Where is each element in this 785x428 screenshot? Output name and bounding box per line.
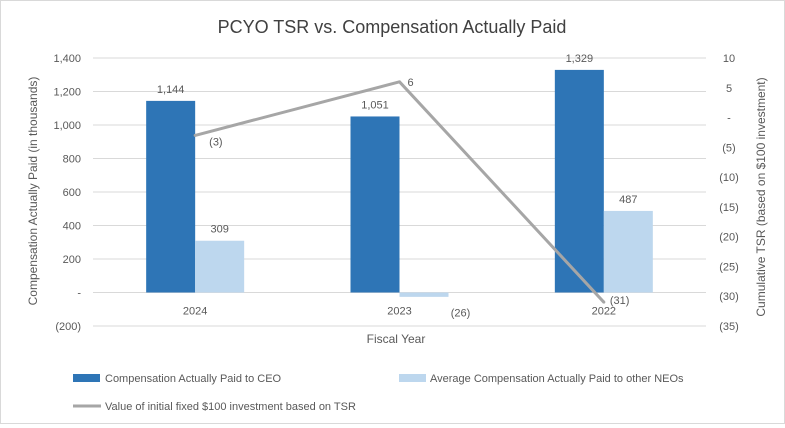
x-axis-ticks: 2024 2023 2022 [183, 306, 616, 318]
y2-tick-label: (20) [719, 232, 739, 244]
y-tick-label: 1,400 [53, 53, 81, 65]
data-labels: 1,144 309 1,051 (26) 1,329 487 (3) 6 (31) [157, 53, 638, 320]
data-label-ceo-2023: 1,051 [361, 99, 389, 111]
tsr-point-2024 [193, 133, 197, 137]
x-tick-label-2024: 2024 [183, 306, 207, 318]
x-tick-label-2022: 2022 [592, 306, 616, 318]
tsr-line-series [193, 80, 606, 304]
data-label-ceo-2022: 1,329 [566, 53, 594, 65]
bar-series [146, 69, 653, 297]
y-tick-label: - [77, 288, 81, 300]
y2-tick-label: - [727, 113, 731, 125]
y2-tick-label: (10) [719, 172, 739, 184]
data-label-neo-2022: 487 [619, 194, 637, 206]
legend-swatch-neo [399, 374, 426, 382]
legend-label-ceo: Compensation Actually Paid to CEO [105, 373, 282, 385]
y2-tick-label: 5 [726, 83, 732, 95]
data-label-tsr-2022: (31) [610, 295, 630, 307]
y-axis-left-title: Compensation Actually Paid (in thousands… [26, 77, 40, 306]
y-tick-label: 1,200 [53, 87, 81, 99]
y-axis-left-ticks: 1,400 1,200 1,000 800 600 400 200 - (200) [53, 53, 81, 333]
y-tick-label: 600 [63, 187, 81, 199]
y-axis-right-ticks: 10 5 - (5) (10) (15) (20) (25) (30) (35) [719, 53, 739, 333]
data-label-ceo-2024: 1,144 [157, 84, 185, 96]
data-label-tsr-2024: (3) [209, 136, 222, 148]
bar-ceo-2022 [554, 69, 604, 293]
y2-tick-label: (35) [719, 321, 739, 333]
legend: Compensation Actually Paid to CEO Averag… [73, 373, 684, 413]
y-tick-label: 1,000 [53, 120, 81, 132]
bar-ceo-2023 [350, 116, 400, 293]
x-axis-title: Fiscal Year [367, 332, 426, 346]
y2-tick-label: 10 [723, 53, 735, 65]
legend-label-neo: Average Compensation Actually Paid to ot… [430, 373, 684, 385]
y2-tick-label: (30) [719, 291, 739, 303]
x-tick-label-2023: 2023 [387, 306, 411, 318]
y2-tick-label: (25) [719, 261, 739, 273]
bar-neo-2023 [399, 292, 449, 297]
bar-neo-2024 [195, 240, 245, 293]
y-tick-label: 200 [63, 254, 81, 266]
tsr-point-2023 [398, 80, 401, 84]
y-tick-label: (200) [55, 321, 81, 333]
bar-ceo-2024 [146, 100, 196, 293]
tsr-point-2022 [602, 300, 606, 304]
data-label-tsr-2023: 6 [408, 77, 414, 89]
legend-label-tsr: Value of initial fixed $100 investment b… [105, 401, 356, 413]
y-tick-label: 800 [63, 154, 81, 166]
legend-swatch-ceo [73, 374, 100, 382]
data-label-neo-2023: (26) [451, 308, 471, 320]
y-axis-right-title: Cumulative TSR (based on $100 investment… [754, 77, 768, 316]
y2-tick-label: (15) [719, 202, 739, 214]
data-label-neo-2024: 309 [210, 224, 228, 236]
chart-title: PCYO TSR vs. Compensation Actually Paid [218, 17, 567, 37]
y-tick-label: 400 [63, 221, 81, 233]
bar-neo-2022 [603, 210, 653, 293]
y2-tick-label: (5) [722, 142, 735, 154]
